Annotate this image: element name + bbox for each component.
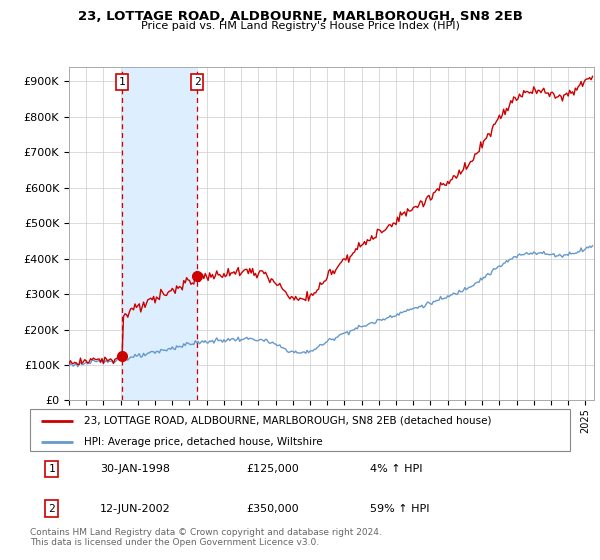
Text: Price paid vs. HM Land Registry's House Price Index (HPI): Price paid vs. HM Land Registry's House … — [140, 21, 460, 31]
Text: 59% ↑ HPI: 59% ↑ HPI — [370, 503, 430, 514]
Text: 30-JAN-1998: 30-JAN-1998 — [100, 464, 170, 474]
Text: 23, LOTTAGE ROAD, ALDBOURNE, MARLBOROUGH, SN8 2EB (detached house): 23, LOTTAGE ROAD, ALDBOURNE, MARLBOROUGH… — [84, 416, 491, 426]
Text: 2: 2 — [194, 77, 200, 87]
Text: 4% ↑ HPI: 4% ↑ HPI — [370, 464, 422, 474]
Text: 1: 1 — [119, 77, 125, 87]
Text: Contains HM Land Registry data © Crown copyright and database right 2024.
This d: Contains HM Land Registry data © Crown c… — [30, 528, 382, 547]
Text: 1: 1 — [48, 464, 55, 474]
Bar — [122, 67, 197, 400]
FancyBboxPatch shape — [30, 409, 570, 451]
Text: 12-JUN-2002: 12-JUN-2002 — [100, 503, 171, 514]
Text: 2: 2 — [48, 503, 55, 514]
Text: £350,000: £350,000 — [246, 503, 299, 514]
Text: HPI: Average price, detached house, Wiltshire: HPI: Average price, detached house, Wilt… — [84, 437, 323, 446]
Text: £125,000: £125,000 — [246, 464, 299, 474]
Text: 23, LOTTAGE ROAD, ALDBOURNE, MARLBOROUGH, SN8 2EB: 23, LOTTAGE ROAD, ALDBOURNE, MARLBOROUGH… — [77, 10, 523, 23]
